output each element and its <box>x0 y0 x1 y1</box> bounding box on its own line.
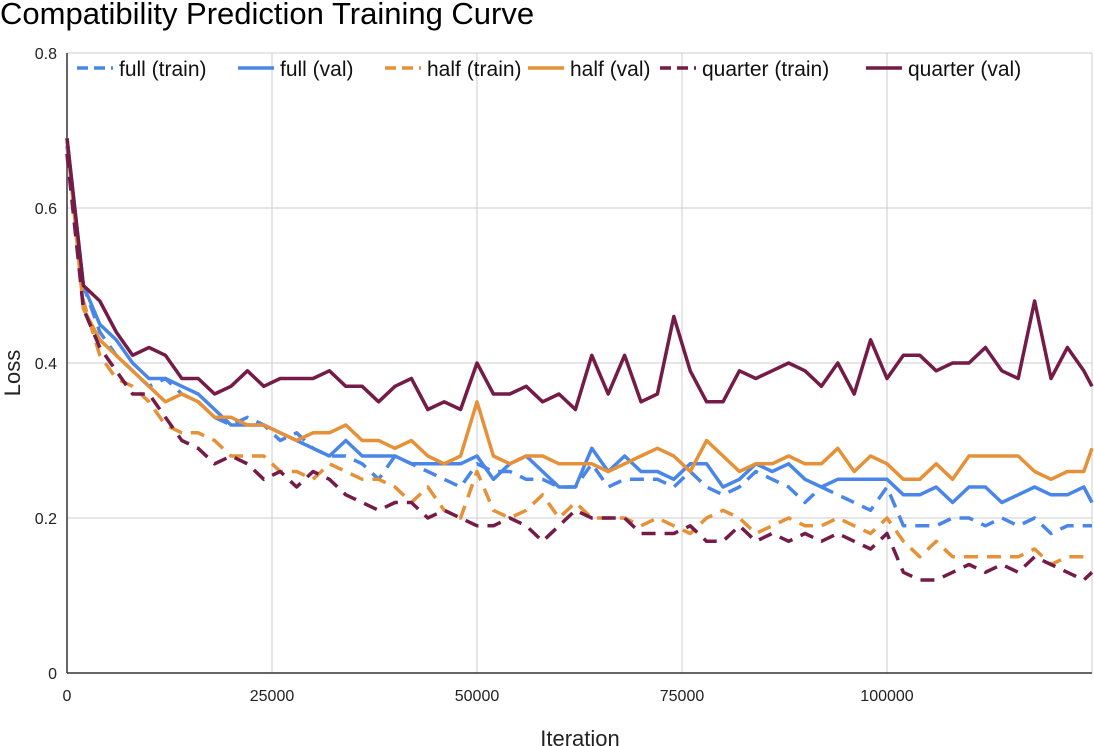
y-tick-label: 0 <box>48 666 57 683</box>
legend-label: quarter (val) <box>908 58 1021 81</box>
x-tick-label: 50000 <box>455 688 500 705</box>
legend: full (train) full (val) half (train) half (… <box>77 58 1021 81</box>
x-axis-title: Iteration <box>540 726 620 746</box>
legend-label: half (val) <box>570 58 651 81</box>
x-tick-label: 75000 <box>660 688 705 705</box>
series-lines <box>65 138 1094 582</box>
tick-labels: 0 0.2 0.4 0.6 0.8 0 25000 50000 75000 100000 <box>35 46 914 705</box>
gridlines <box>66 52 1093 674</box>
y-tick-label: 0.6 <box>35 201 57 218</box>
x-tick-label: 25000 <box>250 688 295 705</box>
y-tick-label: 0.2 <box>35 511 57 528</box>
x-tick-label: 0 <box>63 688 72 705</box>
series-line <box>65 138 1094 412</box>
legend-label: full (train) <box>119 58 207 81</box>
chart-title: Compatibility Prediction Training Curve <box>0 0 535 31</box>
series-line <box>65 138 1094 482</box>
y-tick-label: 0.4 <box>35 356 57 373</box>
series-line <box>65 138 1092 567</box>
series-line <box>65 138 1094 505</box>
legend-label: quarter (train) <box>702 58 829 81</box>
legend-label: full (val) <box>280 58 354 81</box>
y-tick-label: 0.8 <box>35 46 57 63</box>
y-axis-title: Loss <box>0 350 25 396</box>
series-line <box>65 153 1094 582</box>
x-tick-label: 100000 <box>860 688 913 705</box>
legend-label: half (train) <box>427 58 522 81</box>
